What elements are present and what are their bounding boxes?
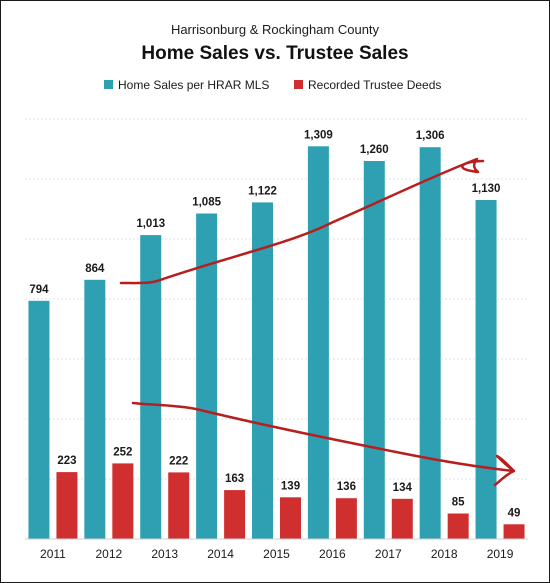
bars: [28, 146, 525, 540]
data-label-trustee-deeds-2011: 223: [57, 455, 76, 467]
bar-home-sales-2014: [196, 213, 218, 539]
bar-trustee-deeds-2013: [168, 472, 190, 539]
bar-trustee-deeds-2019: [503, 524, 525, 539]
legend-label-home-sales: Home Sales per HRAR MLS: [118, 78, 269, 92]
x-tick-label-2017: 2017: [375, 547, 402, 561]
data-label-trustee-deeds-2019: 49: [508, 507, 521, 519]
legend-label-trustee-deeds: Recorded Trustee Deeds: [308, 78, 441, 92]
bar-home-sales-2018: [419, 147, 441, 539]
bar-home-sales-2013: [140, 235, 162, 539]
bar-trustee-deeds-2014: [224, 490, 246, 539]
x-tick-label-2011: 2011: [40, 547, 66, 561]
bar-home-sales-2019: [475, 200, 497, 539]
data-label-trustee-deeds-2016: 136: [337, 481, 356, 493]
data-label-home-sales-2011: 794: [29, 284, 49, 296]
data-label-home-sales-2018: 1,306: [416, 130, 445, 142]
data-label-home-sales-2017: 1,260: [360, 144, 389, 156]
x-tick-labels: 2011 2012 2013 2014 2015 2016 2017 2018 2019: [40, 547, 514, 561]
bar-trustee-deeds-2015: [280, 497, 301, 539]
bar-trustee-deeds-2016: [335, 498, 357, 539]
data-label-home-sales-2012: 864: [85, 263, 105, 275]
data-labels: 794 223 864 252 1,013 222 1,085 163 1,122 139 1,30…: [29, 129, 520, 519]
data-label-trustee-deeds-2012: 252: [113, 446, 132, 458]
bar-trustee-deeds-2018: [447, 513, 469, 539]
x-tick-label-2019: 2019: [487, 547, 514, 561]
bar-home-sales-2011: [28, 300, 50, 539]
data-label-home-sales-2016: 1,309: [304, 129, 333, 141]
bar-trustee-deeds-2012: [112, 463, 134, 539]
data-label-trustee-deeds-2017: 134: [393, 482, 413, 494]
data-label-trustee-deeds-2013: 222: [169, 455, 188, 467]
data-label-trustee-deeds-2014: 163: [225, 473, 244, 485]
data-label-trustee-deeds-2018: 85: [452, 497, 465, 509]
x-tick-label-2012: 2012: [95, 547, 122, 561]
trend-arrow-down: [131, 401, 516, 487]
chart-title: Home Sales vs. Trustee Sales: [141, 43, 408, 64]
chart-subtitle: Harrisonburg & Rockingham County: [171, 22, 380, 37]
data-label-trustee-deeds-2015: 139: [281, 480, 300, 492]
x-tick-label-2013: 2013: [151, 547, 178, 561]
bar-home-sales-2016: [307, 146, 329, 540]
trend-arrow-up: [119, 157, 485, 285]
legend-swatch-home-sales: [104, 80, 113, 89]
x-tick-label-2018: 2018: [431, 547, 458, 561]
bar-home-sales-2015: [252, 202, 273, 539]
x-tick-label-2014: 2014: [207, 547, 234, 561]
data-label-home-sales-2014: 1,085: [192, 197, 221, 209]
bar-trustee-deeds-2017: [391, 498, 413, 539]
data-label-home-sales-2019: 1,130: [472, 183, 501, 195]
x-tick-label-2015: 2015: [263, 547, 290, 561]
bar-trustee-deeds-2011: [56, 472, 78, 539]
x-tick-label-2016: 2016: [319, 547, 346, 561]
bar-home-sales-2017: [363, 161, 385, 539]
bar-home-sales-2012: [84, 279, 106, 539]
legend-swatch-trustee-deeds: [294, 80, 303, 89]
data-label-home-sales-2013: 1,013: [136, 218, 165, 230]
data-label-home-sales-2015: 1,122: [248, 185, 277, 197]
